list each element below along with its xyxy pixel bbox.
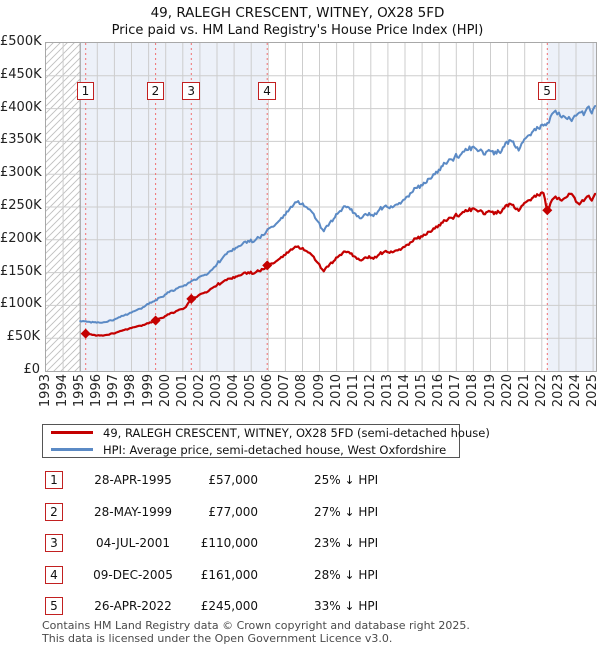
x-axis-label-2005: 2005 <box>243 374 259 408</box>
sale-point-2 <box>150 315 161 326</box>
legend-item-price-paid: 49, RALEGH CRESCENT, WITNEY, OX28 5FD (s… <box>51 426 490 440</box>
x-axis-label-2001: 2001 <box>174 374 190 408</box>
y-axis-label-100k: £100K <box>0 296 42 312</box>
page-title: 49, RALEGH CRESCENT, WITNEY, OX28 5FD <box>150 5 445 21</box>
sale-row-1: 1 28-APR-1995 £57,000 25% ↓ HPI <box>42 471 542 489</box>
y-axis-label-350k: £350K <box>0 132 42 148</box>
x-axis-label-1999: 1999 <box>140 374 156 408</box>
page-subtitle: Price paid vs. HM Land Registry's House … <box>111 23 484 38</box>
sale-vs-hpi: 33% ↓ HPI <box>314 599 379 613</box>
x-axis-label-1993: 1993 <box>38 374 53 408</box>
sale-marker-box-5: 5 <box>538 82 556 100</box>
x-axis-label-2006: 2006 <box>260 374 276 408</box>
sale-number: 2 <box>45 502 63 521</box>
sale-marker-box-4: 4 <box>258 82 276 100</box>
sale-vs-hpi: 28% ↓ HPI <box>314 567 379 582</box>
x-axis-label-1994: 1994 <box>55 374 71 408</box>
legend-label: 49, RALEGH CRESCENT, WITNEY, OX28 5FD (s… <box>103 425 490 440</box>
x-axis-label-2008: 2008 <box>294 374 310 408</box>
sale-row-2: 2 28-MAY-1999 £77,000 27% ↓ HPI <box>42 502 542 521</box>
x-axis-label-2020: 2020 <box>499 374 515 408</box>
x-axis-label-2018: 2018 <box>465 374 481 408</box>
sale-point-3 <box>186 293 197 304</box>
x-axis-label-1997: 1997 <box>106 374 122 408</box>
sale-price: £245,000 <box>200 599 258 613</box>
sale-date: 04-JUL-2001 <box>96 536 170 550</box>
hpi-line-swatch <box>51 448 93 451</box>
sale-price: £161,000 <box>200 567 258 582</box>
sale-row-3: 3 04-JUL-2001 £110,000 23% ↓ HPI <box>42 534 542 552</box>
x-axis-label-2016: 2016 <box>431 374 447 408</box>
sale-date: 28-APR-1995 <box>94 473 172 487</box>
x-axis-label-2012: 2012 <box>362 374 378 408</box>
x-axis-label-2009: 2009 <box>311 374 327 408</box>
sale-number: 3 <box>45 534 63 552</box>
x-axis-label-2023: 2023 <box>550 374 566 408</box>
legend-label: HPI: Average price, semi-detached house,… <box>103 442 447 457</box>
y-axis-label-250k: £250K <box>0 198 42 213</box>
y-axis-label-450k: £450K <box>0 66 42 82</box>
sale-row-5: 5 26-APR-2022 £245,000 33% ↓ HPI <box>42 597 542 615</box>
sale-vs-hpi: 25% ↓ HPI <box>314 473 379 487</box>
sale-number: 1 <box>45 471 63 489</box>
x-axis-label-2000: 2000 <box>157 374 173 408</box>
x-axis-label-2025: 2025 <box>585 374 600 408</box>
sale-date: 26-APR-2022 <box>94 599 172 613</box>
y-axis-label-0k: £0 <box>23 362 40 377</box>
sale-vs-hpi: 23% ↓ HPI <box>314 536 379 550</box>
sale-date: 28-MAY-1999 <box>93 504 172 519</box>
hpi-line <box>79 105 596 324</box>
x-axis-label-2022: 2022 <box>533 374 549 408</box>
sale-point-4 <box>262 260 273 271</box>
y-axis-label-200k: £200K <box>0 230 42 246</box>
x-axis-label-2017: 2017 <box>448 374 464 408</box>
x-axis-label-2013: 2013 <box>379 374 395 408</box>
x-axis-label-1996: 1996 <box>89 374 105 408</box>
x-axis-label-1998: 1998 <box>123 374 139 408</box>
x-axis-label-1995: 1995 <box>72 374 88 408</box>
sale-marker-box-3: 3 <box>182 82 200 100</box>
x-axis-label-2019: 2019 <box>482 374 498 408</box>
x-axis-label-2003: 2003 <box>208 374 224 408</box>
chart-canvas <box>46 43 596 371</box>
sale-marker-box-2: 2 <box>146 82 165 100</box>
sale-price: £110,000 <box>200 536 258 550</box>
y-axis-label-150k: £150K <box>0 263 42 279</box>
sale-number: 4 <box>45 565 63 584</box>
price-paid-line <box>84 191 596 337</box>
sale-date: 09-DEC-2005 <box>93 567 173 582</box>
x-axis-label-2002: 2002 <box>191 374 207 408</box>
sale-row-4: 4 09-DEC-2005 £161,000 28% ↓ HPI <box>42 565 542 584</box>
sale-number: 5 <box>45 597 63 615</box>
y-axis-label-50k: £50K <box>6 329 40 345</box>
sale-point-5 <box>542 205 553 216</box>
x-axis-label-2014: 2014 <box>397 374 413 408</box>
sale-marker-box-1: 1 <box>76 82 95 100</box>
y-axis-label-300k: £300K <box>0 165 42 181</box>
sale-vs-hpi: 27% ↓ HPI <box>314 504 379 519</box>
sale-price: £57,000 <box>208 473 258 487</box>
legend-item-hpi: HPI: Average price, semi-detached house,… <box>51 443 459 457</box>
sale-history-table: 1 28-APR-1995 £57,000 25% ↓ HPI 2 28-MAY-1999… <box>42 471 542 629</box>
y-axis-label-500k: £500K <box>0 34 42 49</box>
x-axis-label-2021: 2021 <box>516 374 532 408</box>
license-footer: Contains HM Land Registry data © Crown c… <box>42 619 470 645</box>
sale-point-1 <box>80 328 91 339</box>
x-axis-label-2024: 2024 <box>567 374 583 408</box>
price-paid-line-swatch <box>51 431 93 434</box>
footer-line-2: This data is licensed under the Open Gov… <box>42 632 393 646</box>
x-axis-label-2004: 2004 <box>226 374 242 408</box>
x-axis-label-2007: 2007 <box>277 374 293 408</box>
footer-line-1: Contains HM Land Registry data © Crown c… <box>42 619 470 632</box>
y-axis-label-400k: £400K <box>0 99 42 115</box>
legend: 49, RALEGH CRESCENT, WITNEY, OX28 5FD (s… <box>42 424 490 458</box>
x-axis-label-2015: 2015 <box>414 374 430 408</box>
x-axis-label-2010: 2010 <box>328 374 344 408</box>
sale-price: £77,000 <box>208 504 258 519</box>
x-axis-label-2011: 2011 <box>345 374 361 408</box>
